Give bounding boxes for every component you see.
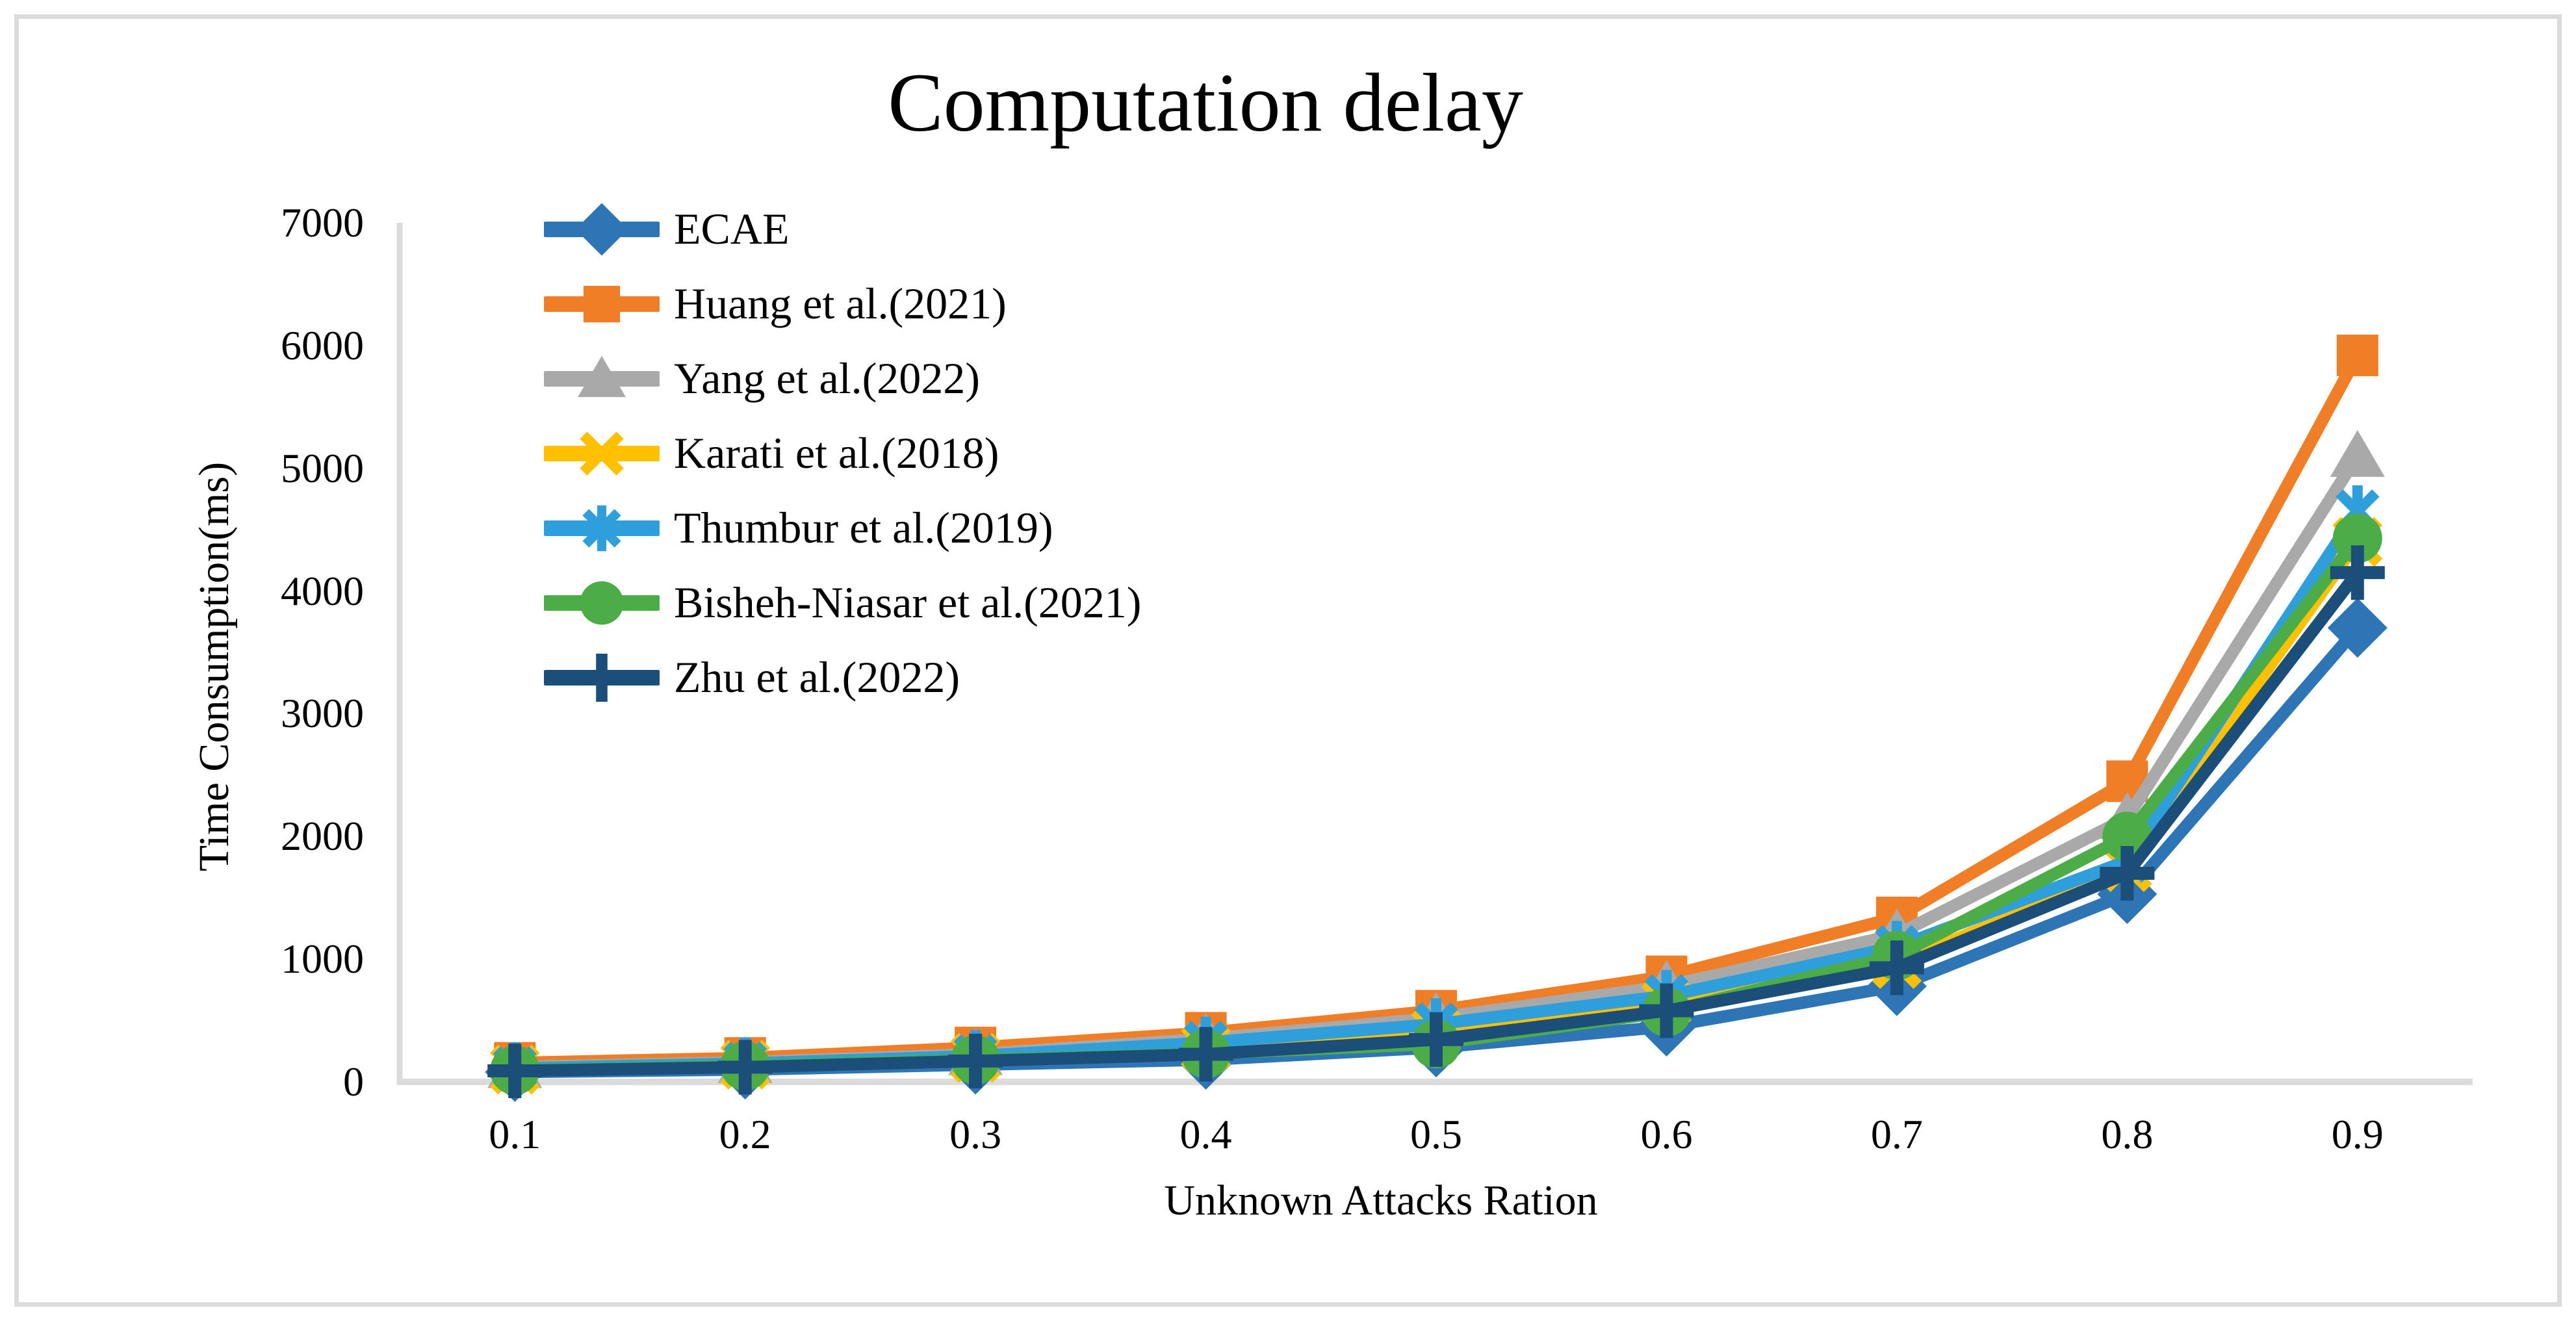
x-tick-label: 0.7 [1870, 1111, 1923, 1157]
legend-item: Zhu et al.(2022) [544, 640, 1141, 715]
marker-plus [1869, 940, 1924, 995]
marker-plus [1409, 1012, 1463, 1067]
x-tick-label: 0.5 [1410, 1111, 1462, 1157]
x-tick-label: 0.8 [2101, 1111, 2154, 1157]
x-tick-label: 0.3 [949, 1111, 1002, 1157]
legend-label: Huang et al.(2021) [674, 279, 1007, 328]
legend-label: ECAE [674, 204, 790, 253]
y-tick-label: 5000 [281, 444, 364, 491]
y-tick-label: 0 [343, 1058, 364, 1105]
marker-diamond [2327, 598, 2388, 658]
chart-title: Computation delay [888, 57, 1523, 149]
marker-triangle [578, 355, 626, 397]
marker-plus [2330, 545, 2385, 600]
x-tick-label: 0.2 [719, 1111, 771, 1157]
y-tick-label: 7000 [281, 199, 364, 246]
marker-diamond [575, 203, 628, 255]
marker-plus [948, 1033, 1003, 1088]
legend-marker-plus [544, 653, 660, 702]
legend-item: ECAE [544, 192, 1141, 266]
marker-plus [2100, 845, 2155, 901]
x-tick-label: 0.4 [1179, 1111, 1232, 1157]
legend-item: Yang et al.(2022) [544, 341, 1141, 416]
marker-plus [487, 1044, 543, 1098]
marker-square [583, 285, 621, 322]
legend-marker-square [544, 285, 660, 322]
legend-label: Thumbur et al.(2019) [674, 503, 1053, 552]
legend-marker-triangle [544, 355, 660, 397]
marker-plus [1178, 1027, 1233, 1082]
legend-item: Thumbur et al.(2019) [544, 491, 1141, 565]
marker-circle [580, 581, 624, 624]
series-zhu-et-al-2022 [487, 545, 2385, 1098]
y-tick-label: 2000 [281, 813, 364, 860]
x-tick-label: 0.1 [489, 1111, 541, 1157]
x-tick-label: 0.6 [1640, 1111, 1693, 1157]
marker-circle [2332, 513, 2382, 563]
legend-marker-x [544, 431, 660, 476]
y-tick-label: 1000 [281, 936, 364, 982]
legend-label: Yang et al.(2022) [674, 353, 980, 403]
marker-triangle [2330, 430, 2385, 477]
y-tick-label: 3000 [281, 690, 364, 737]
y-tick-label: 4000 [281, 567, 364, 614]
legend-label: Bisheh-Niasar et al.(2021) [674, 578, 1142, 627]
legend-marker-diamond [544, 203, 660, 255]
legend-item: Huang et al.(2021) [544, 266, 1141, 341]
legend-label: Karati et al.(2018) [674, 428, 999, 478]
marker-plus [1639, 983, 1694, 1038]
x-axis-title: Unknown Attacks Ration [1164, 1177, 1598, 1224]
legend-marker-circle [544, 581, 660, 624]
marker-x [580, 431, 624, 476]
legend-item: Bisheh-Niasar et al.(2021) [544, 565, 1141, 640]
legend-marker-asterisk [544, 505, 660, 551]
marker-plus [717, 1040, 773, 1095]
legend-item: Karati et al.(2018) [544, 416, 1141, 491]
marker-plus [578, 653, 626, 702]
marker-square [2336, 334, 2378, 376]
legend-label: Zhu et al.(2022) [674, 652, 960, 702]
chart-border-frame [14, 14, 2562, 1307]
legend: ECAE Huang et al.(2021) Yang et al.(2022) K… [544, 192, 1141, 715]
y-tick-label: 6000 [281, 322, 364, 368]
marker-asterisk [582, 505, 621, 551]
x-tick-label: 0.9 [2331, 1111, 2384, 1157]
